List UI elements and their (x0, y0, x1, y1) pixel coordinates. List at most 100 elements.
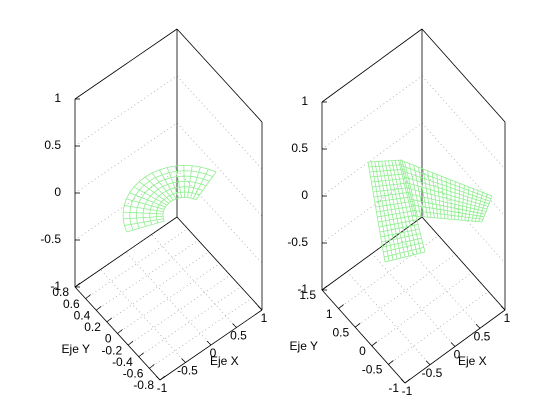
tick-mark (155, 375, 161, 381)
z-tick-label: 0 (301, 188, 308, 202)
surface-mesh (378, 219, 418, 228)
surface-mesh (371, 178, 407, 183)
surface-mesh (368, 164, 404, 168)
surface-mesh (374, 196, 412, 203)
surface-mesh (158, 169, 177, 200)
axis-box (176, 216, 263, 311)
tick-mark (181, 358, 186, 363)
z-tick-label: -0.5 (287, 235, 308, 249)
y-axis-label: Eje Y (62, 342, 90, 356)
x-tick-label: 0.5 (474, 329, 491, 343)
y-tick-label: 0.5 (333, 325, 350, 339)
grid-line (321, 75, 506, 170)
grid-line (117, 263, 220, 334)
tick-mark (500, 305, 506, 311)
surface-mesh (376, 205, 414, 213)
x-tick-label: 1 (261, 311, 268, 325)
surface-mesh (162, 197, 197, 222)
tick-mark (206, 340, 212, 346)
surface-mesh (195, 171, 217, 200)
y-tick-label: 0 (359, 344, 366, 358)
surface-mesh (123, 211, 164, 215)
axis-box (74, 28, 178, 100)
surface-mesh (370, 173, 406, 178)
surface-mesh (377, 210, 415, 218)
grid-line (149, 298, 252, 369)
surface-mesh (402, 170, 491, 202)
y-tick-label: -0.8 (133, 378, 154, 392)
z-tick-label: -1 (50, 279, 61, 293)
grid-line (127, 274, 231, 346)
axis-box (176, 28, 263, 123)
z-tick-label: 0.5 (291, 141, 308, 155)
y-tick-label: -0.2 (101, 343, 122, 357)
tick-mark (74, 282, 81, 288)
surface-mesh (404, 176, 490, 205)
tick-mark (85, 294, 91, 299)
axis-box (321, 289, 406, 384)
z-tick-label: 1 (54, 91, 61, 105)
y-tick-label: 0 (105, 332, 112, 346)
surface-mesh (367, 159, 403, 163)
grid-line (85, 228, 188, 299)
grid-line (371, 272, 473, 347)
grid-line (74, 75, 263, 170)
surface-mesh (382, 237, 422, 248)
surface-mesh (187, 165, 193, 198)
grid-line (321, 28, 506, 123)
tick-mark (257, 305, 263, 311)
surface-mesh (401, 165, 492, 199)
surface-mesh (123, 215, 164, 220)
tick-mark (96, 305, 102, 311)
surface-mesh (151, 172, 174, 201)
grid-line (388, 291, 489, 365)
surface-mesh (408, 193, 487, 212)
grid-line (74, 216, 263, 311)
surface-mesh (124, 205, 164, 213)
surface-mesh (413, 215, 483, 223)
tick-mark (475, 323, 481, 329)
y-tick-label: 1 (326, 307, 333, 321)
y-tick-label: 1.5 (299, 288, 316, 302)
axis-box (421, 216, 506, 311)
x-tick-label: -0.5 (177, 364, 198, 378)
grid-line (96, 239, 199, 311)
axis-box (74, 216, 178, 288)
surface-mesh (380, 228, 420, 238)
y-tick-label: 0.6 (63, 297, 80, 311)
surface-mesh (190, 166, 201, 199)
grid-line (74, 122, 263, 217)
surface-mesh (166, 167, 180, 199)
grid-line (321, 216, 506, 311)
surface-mesh (384, 247, 424, 258)
tick-mark (127, 340, 134, 346)
y-tick-label: -0.4 (112, 355, 133, 369)
x-tick-label: -1 (402, 384, 413, 398)
tick-mark (159, 375, 166, 381)
surface-mesh (409, 198, 486, 215)
grid-line (346, 271, 431, 366)
tick-mark (338, 304, 344, 309)
z-tick-label: 0 (54, 185, 61, 199)
tick-mark (321, 285, 328, 291)
tick-mark (400, 378, 406, 384)
tick-mark (354, 322, 361, 328)
grid-line (371, 253, 456, 347)
tick-mark (138, 352, 144, 358)
grid-line (106, 251, 210, 323)
y-tick-label: -0.5 (362, 363, 383, 377)
z-tick-label: 1 (301, 94, 308, 108)
surface-mesh (183, 165, 185, 198)
y-axis-label: Eje Y (290, 339, 318, 353)
surface-mesh (175, 165, 182, 198)
surface-mesh (412, 210, 484, 220)
x-tick-label: -1 (157, 381, 168, 395)
surface-mesh (383, 242, 423, 253)
grid-line (74, 28, 263, 123)
tick-mark (106, 317, 113, 323)
surface-mesh (133, 186, 168, 206)
tick-mark (404, 378, 411, 384)
tick-mark (149, 364, 155, 369)
surface-mesh (378, 214, 416, 223)
